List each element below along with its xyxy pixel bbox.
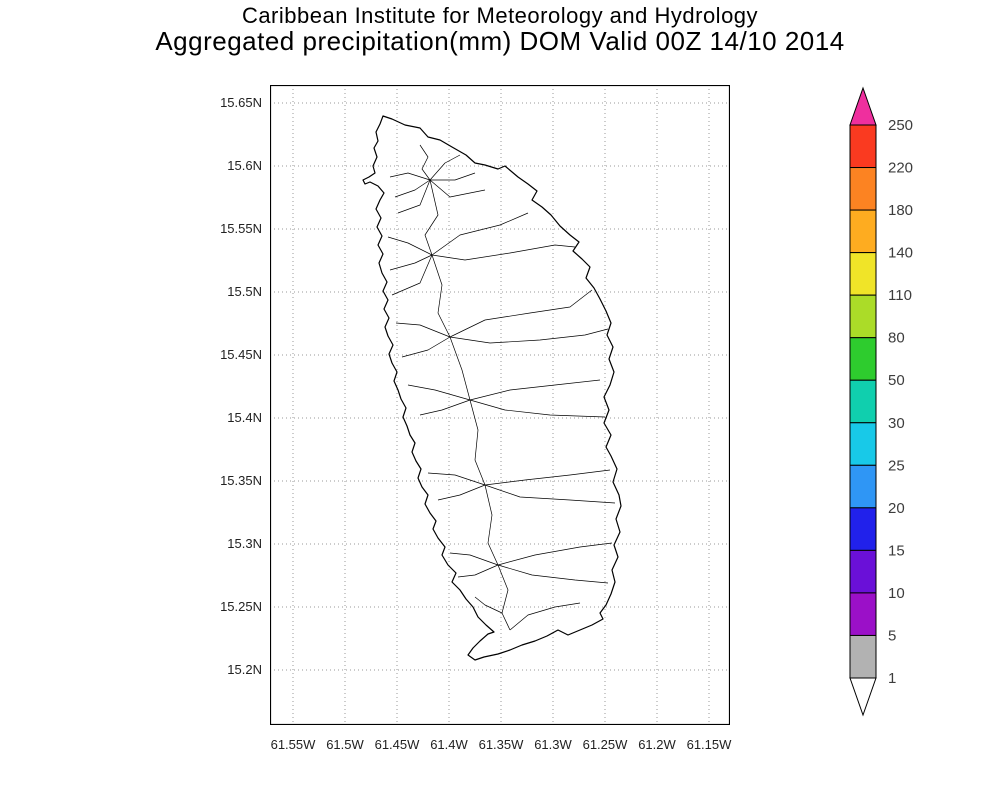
watershed-line: [395, 322, 451, 338]
colorbar-bottom-arrow: [849, 677, 877, 717]
colorbar-tick-label: 220: [888, 160, 913, 177]
lat-tick-label: 15.45N: [220, 347, 262, 362]
watershed-line: [429, 154, 461, 181]
watershed-line: [509, 602, 581, 631]
colorbar-segment: [849, 294, 877, 339]
title-block: Caribbean Institute for Meteorology and …: [0, 4, 1000, 55]
lat-tick-label: 15.25N: [220, 599, 262, 614]
institute-title: Caribbean Institute for Meteorology and …: [241, 3, 759, 28]
watershed-line: [469, 399, 486, 486]
watershed-boundaries: [387, 144, 616, 631]
watershed-line: [391, 254, 433, 296]
colorbar-segment: [849, 124, 877, 169]
watershed-line: [401, 336, 451, 358]
colorbar-segment: [849, 507, 877, 551]
colorbar-segment: [849, 464, 877, 509]
colorbar-tick-label: 20: [888, 500, 905, 517]
colorbar-top-arrow: [849, 86, 877, 126]
colorbar-segment: [849, 592, 877, 636]
watershed-line: [389, 172, 431, 181]
map-svg: [269, 84, 731, 726]
watershed-line: [449, 552, 499, 566]
colorbar-tick-label: 180: [888, 202, 913, 219]
colorbar-tick-label: 25: [888, 457, 905, 474]
watershed-line: [449, 289, 593, 338]
lon-tick-label: 61.4W: [430, 737, 468, 752]
colorbar-segment: [849, 167, 877, 211]
colorbar-segment: [849, 252, 877, 296]
lat-tick-label: 15.35N: [220, 473, 262, 488]
watershed-line: [430, 172, 476, 181]
plot-border: [269, 84, 731, 726]
watershed-line: [419, 144, 431, 181]
watershed-line: [431, 212, 529, 256]
watershed-line: [484, 484, 616, 504]
watershed-line: [429, 179, 486, 198]
lat-tick-label: 15.4N: [227, 410, 262, 425]
watershed-line: [474, 596, 503, 614]
watershed-line: [484, 484, 499, 566]
lat-tick-label: 15.3N: [227, 536, 262, 551]
colorbar-tick-label: 30: [888, 415, 905, 432]
lon-tick-label: 61.3W: [534, 737, 572, 752]
watershed-line: [394, 179, 431, 198]
colorbar-tick-label: 15: [888, 542, 905, 559]
colorbar-tick-label: 50: [888, 372, 905, 389]
watershed-line: [397, 179, 431, 214]
lat-tick-label: 15.5N: [227, 284, 262, 299]
watershed-line: [484, 469, 611, 486]
colorbar-segment: [849, 422, 877, 466]
watershed-line: [469, 399, 606, 418]
watershed-line: [497, 564, 511, 631]
colorbar-tick-label: 110: [888, 287, 912, 304]
watershed-line: [469, 379, 601, 401]
lon-tick-label: 61.5W: [326, 737, 364, 752]
lat-tick-label: 15.65N: [220, 95, 262, 110]
lat-tick-label: 15.6N: [227, 158, 262, 173]
lat-tick-label: 15.55N: [220, 221, 262, 236]
colorbar-tick-label: 140: [888, 245, 913, 262]
watershed-line: [497, 564, 609, 584]
watershed-line: [419, 399, 471, 416]
dominica-coastline: [362, 115, 622, 661]
colorbar-segment: [849, 379, 877, 424]
colorbar-segment: [849, 209, 877, 254]
watershed-line: [427, 472, 486, 486]
colorbar-segment: [849, 337, 877, 381]
colorbar-tick-label: 1: [888, 670, 896, 687]
watershed-line: [437, 484, 486, 501]
lon-tick-label: 61.15W: [686, 737, 732, 752]
colorbar-tick-label: 5: [888, 627, 896, 644]
map-plot-area: [269, 84, 731, 726]
figure-title: Aggregated precipitation(mm) DOM Valid 0…: [155, 26, 845, 56]
colorbar-segment: [849, 634, 877, 679]
watershed-line: [407, 384, 471, 401]
watershed-line: [431, 244, 576, 261]
lon-tick-label: 61.45W: [374, 737, 420, 752]
colorbar-svg: 250 220 180 140 110 80 50 30 25 20 15 10 5 1: [849, 86, 913, 717]
colorbar-tick-label: 10: [888, 585, 905, 602]
lat-tick-label: 15.2N: [227, 662, 262, 677]
watershed-line: [449, 336, 471, 401]
watershed-line: [457, 564, 499, 578]
watershed-line: [389, 254, 433, 271]
watershed-line: [431, 254, 451, 338]
colorbar-tick-label: 80: [888, 330, 905, 347]
colorbar: 250 220 180 140 110 80 50 30 25 20 15 10 5 1: [846, 80, 976, 740]
lon-tick-label: 61.55W: [270, 737, 316, 752]
grid-lines: [270, 85, 730, 725]
lon-tick-label: 61.2W: [638, 737, 676, 752]
colorbar-tick-label: 250: [888, 117, 913, 134]
watershed-line: [449, 328, 609, 344]
watershed-line: [497, 542, 613, 566]
lon-tick-label: 61.35W: [478, 737, 524, 752]
lon-tick-label: 61.25W: [582, 737, 628, 752]
watershed-line: [424, 179, 439, 256]
colorbar-segment: [849, 549, 877, 594]
watershed-line: [387, 236, 433, 256]
